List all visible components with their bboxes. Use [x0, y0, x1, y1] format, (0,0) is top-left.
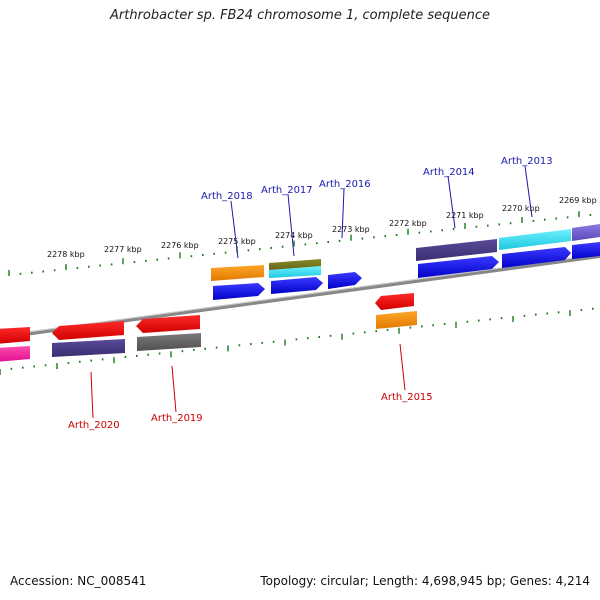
- gene-arth-2015-ortholog[interactable]: [376, 311, 417, 329]
- leader-line: [90, 371, 94, 419]
- scale-label: 2275 kbp: [218, 237, 256, 246]
- topology-text: Topology: circular; Length: 4,698,945 bp…: [260, 574, 590, 588]
- leader-line: [341, 188, 345, 239]
- leader-line: [399, 343, 406, 391]
- leader-line: [230, 200, 239, 259]
- gene-label-arth-2014[interactable]: Arth_2014: [423, 167, 475, 178]
- gene-arth-2020[interactable]: [52, 321, 124, 340]
- gene-arth-2019-ortholog[interactable]: [137, 333, 201, 351]
- gene-arth-2013-ortholog[interactable]: [499, 229, 571, 250]
- gene-arth-2017[interactable]: [271, 277, 323, 294]
- gene-arth-2018[interactable]: [213, 283, 265, 300]
- gene-arth-2014-ortholog[interactable]: [416, 239, 497, 261]
- scale-label: 2271 kbp: [446, 211, 484, 220]
- gene-2012-ortholog[interactable]: [572, 224, 600, 241]
- gene-label-arth-2019[interactable]: Arth_2019: [151, 413, 203, 424]
- gene-arth-2014[interactable]: [418, 256, 499, 278]
- forward-track-upper: [211, 224, 600, 281]
- scale-label: 2274 kbp: [275, 231, 313, 240]
- reverse-genes: [0, 293, 414, 344]
- gene-label-arth-2015[interactable]: Arth_2015: [381, 392, 433, 403]
- reverse-track-lower: [0, 311, 417, 362]
- leader-lines: [90, 165, 533, 419]
- gene-label-arth-2017[interactable]: Arth_2017: [261, 185, 313, 196]
- gene-label-arth-2018[interactable]: Arth_2018: [201, 191, 253, 202]
- gene-arth-2016[interactable]: [328, 272, 362, 289]
- scale-label: 2278 kbp: [47, 250, 85, 259]
- leader-line: [287, 193, 295, 257]
- scale-label: 2269 kbp: [559, 196, 597, 205]
- chromosome-backbone-highlight: [0, 254, 600, 337]
- accession-text: Accession: NC_008541: [10, 574, 147, 588]
- scale-label: 2276 kbp: [161, 241, 199, 250]
- gene-arth-2013[interactable]: [502, 247, 571, 268]
- gene-arth-2017-ortholog-b[interactable]: [269, 266, 321, 278]
- gene-2021-ortholog[interactable]: [0, 346, 30, 362]
- gene-2012[interactable]: [572, 242, 600, 259]
- forward-genes: [213, 242, 600, 300]
- leader-line: [171, 365, 177, 413]
- gene-arth-2020-ortholog[interactable]: [52, 339, 125, 357]
- inner-scale-ticks: [0, 307, 594, 375]
- gene-arth-2019[interactable]: [136, 315, 200, 333]
- gene-arth-2018-ortholog[interactable]: [211, 265, 264, 281]
- gene-label-arth-2013[interactable]: Arth_2013: [501, 156, 553, 167]
- leader-line: [447, 175, 456, 229]
- gene-2021[interactable]: [0, 327, 30, 344]
- scale-label: 2277 kbp: [104, 245, 142, 254]
- gene-arth-2015[interactable]: [375, 293, 414, 310]
- leader-line: [524, 165, 533, 218]
- gene-label-arth-2016[interactable]: Arth_2016: [319, 179, 371, 190]
- scale-label: 2273 kbp: [332, 225, 370, 234]
- gene-labels: Arth_2018 Arth_2017 Arth_2016 Arth_2014 …: [68, 156, 553, 431]
- gene-label-arth-2020[interactable]: Arth_2020: [68, 420, 120, 431]
- scale-label: 2270 kbp: [502, 204, 540, 213]
- map-title: Arthrobacter sp. FB24 chromosome 1, comp…: [109, 8, 491, 23]
- scale-labels: 2278 kbp 2277 kbp 2276 kbp 2275 kbp 2274…: [47, 196, 597, 259]
- scale-label: 2272 kbp: [389, 219, 427, 228]
